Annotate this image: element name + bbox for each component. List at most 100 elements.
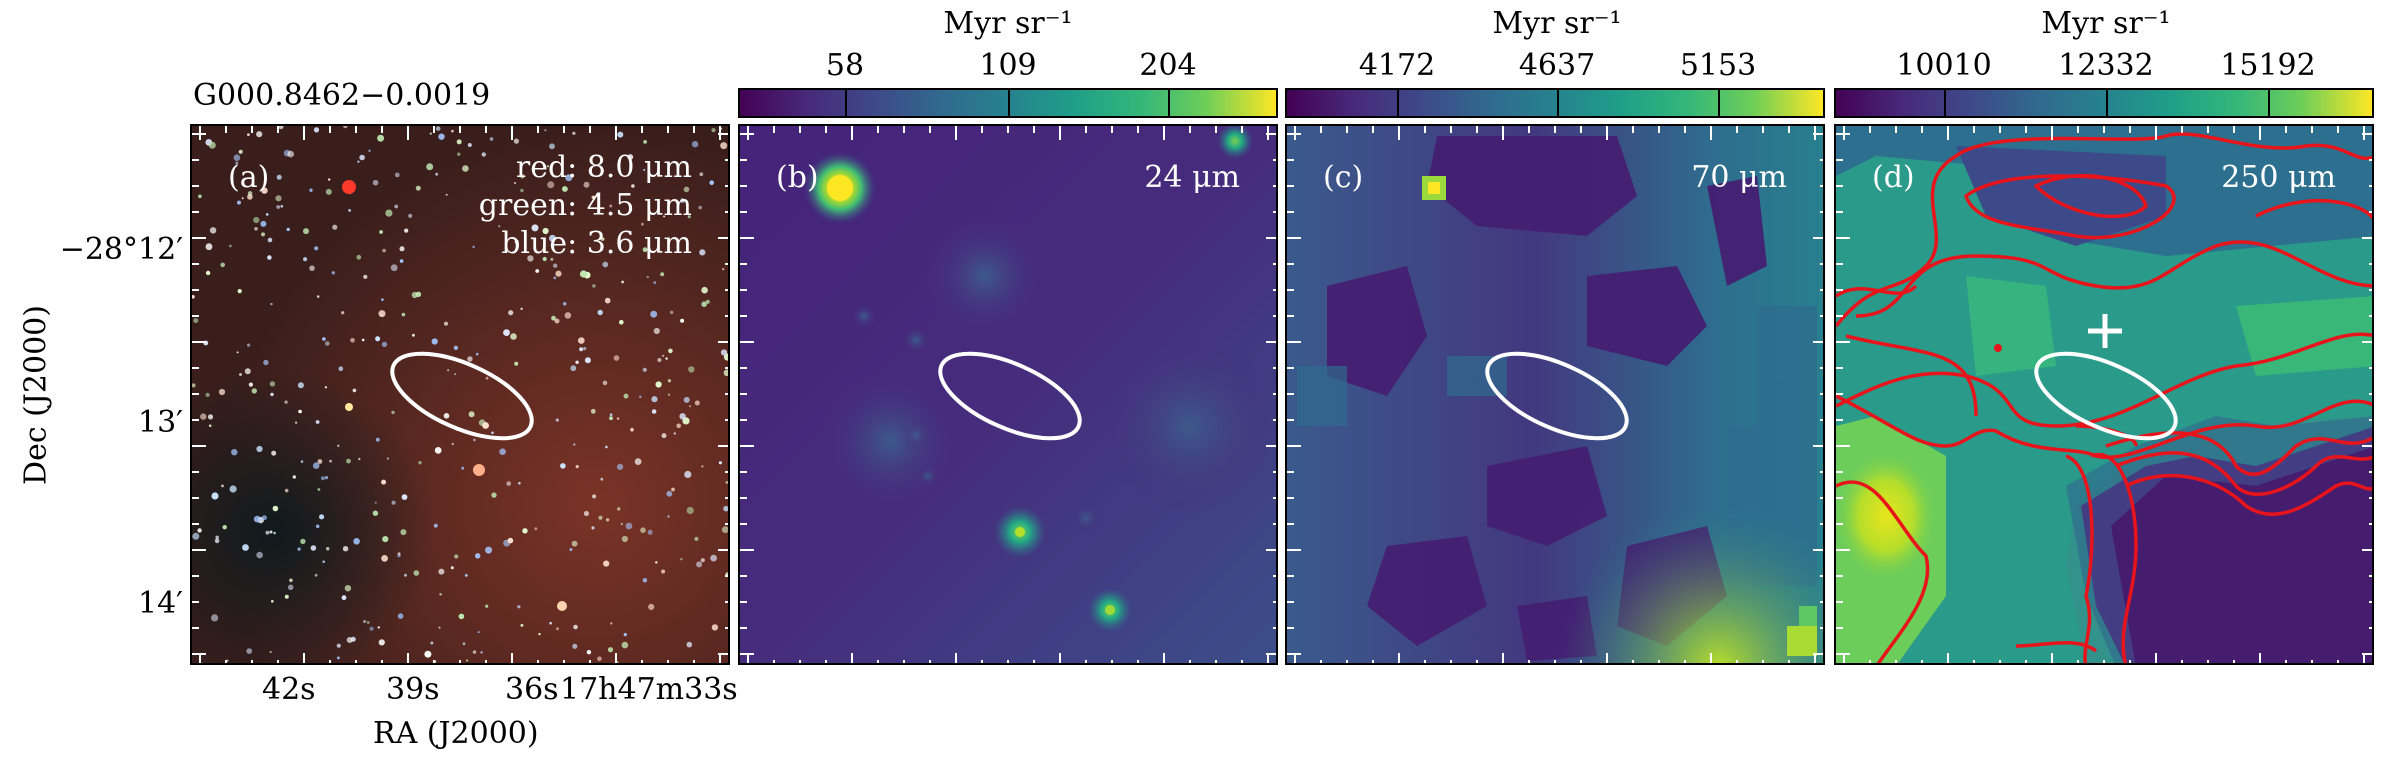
star-point (503, 329, 510, 336)
star-point (467, 143, 472, 147)
star-point (343, 126, 348, 129)
y-axis-label: Dec (J2000) (18, 305, 54, 485)
star-point (309, 188, 313, 192)
colorbar-c-tick-label: 4172 (1358, 48, 1436, 83)
star-point (429, 132, 432, 135)
star-point (465, 664, 469, 665)
star-point (253, 216, 260, 224)
star-point (361, 338, 365, 342)
star-point (643, 168, 646, 171)
star-point (680, 558, 683, 561)
star-point (694, 536, 699, 541)
star-point (572, 131, 576, 135)
star-point (679, 413, 686, 420)
ra-tick-label: 36s (505, 672, 559, 707)
star-point (498, 225, 501, 228)
colorbar-c-tick-label: 4637 (1518, 48, 1596, 83)
star-point (610, 622, 613, 625)
star-point (247, 194, 253, 200)
star-point (237, 200, 241, 205)
star-point (239, 373, 242, 376)
star-point (377, 134, 385, 142)
star-point (680, 198, 685, 203)
star-point (435, 172, 439, 176)
star-point (433, 523, 438, 528)
star-point (241, 197, 244, 200)
star-point (267, 255, 272, 260)
star-point (650, 310, 658, 318)
star-point (276, 205, 281, 209)
star-point (338, 366, 344, 371)
star-point (337, 444, 340, 447)
star-point (691, 141, 699, 148)
star-point (575, 360, 579, 364)
star-point (297, 547, 301, 551)
star-point (382, 248, 386, 253)
star-point (475, 553, 481, 559)
star-point (499, 448, 506, 456)
star-point (489, 137, 494, 141)
star-point (607, 647, 614, 653)
star-point (205, 270, 211, 276)
star-point (251, 388, 257, 394)
star-point (256, 131, 263, 138)
star-point (317, 488, 321, 491)
star-point (562, 186, 568, 192)
star-point (260, 220, 267, 227)
star-point (711, 128, 716, 133)
star-point (694, 400, 700, 406)
star-point (238, 149, 243, 154)
star-point (616, 417, 620, 420)
star-point (466, 659, 469, 662)
star-point (272, 505, 279, 512)
star-point (431, 338, 438, 345)
star-point (208, 424, 212, 428)
star-point (263, 359, 269, 366)
star-point (377, 626, 380, 629)
star-point (687, 215, 691, 219)
star-point (426, 163, 434, 171)
star-point (358, 457, 361, 461)
star-point (605, 518, 610, 522)
star-point (665, 357, 668, 360)
map-250um-image (1836, 126, 2372, 663)
star-point (443, 321, 449, 326)
star-point (276, 174, 282, 180)
star-point (485, 376, 489, 380)
star-point (698, 205, 702, 210)
star-point (379, 230, 383, 234)
star-point (609, 416, 613, 421)
aperture-ellipse (390, 351, 534, 441)
star-point (565, 174, 573, 182)
star-point (597, 656, 602, 662)
star-point (535, 269, 540, 273)
star-point (518, 663, 523, 665)
star-point (642, 367, 647, 372)
star-point (621, 641, 629, 649)
star-point (510, 333, 517, 340)
star-point (256, 445, 263, 453)
colorbar-b-tick-label: 109 (979, 48, 1037, 83)
star-point (725, 481, 728, 484)
star-point (390, 264, 398, 272)
colorbar-b (738, 88, 1278, 118)
star-point (683, 396, 690, 403)
star-point (711, 624, 719, 631)
star-point (688, 366, 695, 373)
star-point (560, 463, 566, 469)
star-point (514, 239, 519, 244)
colorbar-tick (1008, 90, 1010, 116)
star-point (700, 558, 705, 563)
star-point (284, 594, 289, 599)
panel-b-24um-image: (b) 24 μm (738, 124, 1278, 665)
star-point (336, 643, 341, 648)
star-point (468, 411, 475, 418)
star-point (363, 620, 367, 623)
star-point (342, 546, 349, 552)
star-point (640, 527, 646, 533)
star-point (320, 476, 325, 481)
star-point (329, 459, 332, 463)
star-point (699, 172, 704, 177)
rgb-composite-image (192, 126, 728, 665)
star-point (639, 395, 642, 399)
